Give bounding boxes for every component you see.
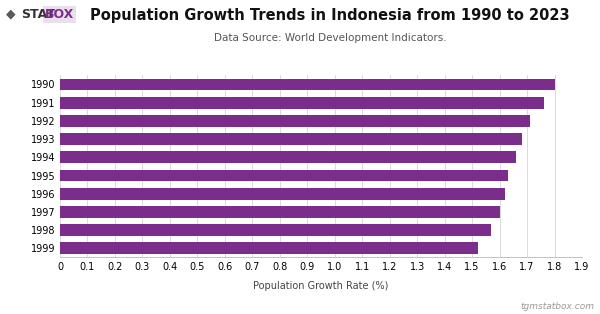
Text: STAT: STAT — [21, 8, 55, 21]
Bar — [60, 97, 544, 109]
Text: BOX: BOX — [45, 8, 74, 21]
Bar — [60, 188, 505, 200]
Bar — [60, 206, 500, 218]
Bar — [60, 170, 508, 181]
Text: Data Source: World Development Indicators.: Data Source: World Development Indicator… — [214, 33, 446, 43]
Text: tgmstatbox.com: tgmstatbox.com — [520, 302, 594, 311]
Bar — [60, 115, 530, 127]
Bar — [60, 133, 521, 145]
Bar — [60, 224, 491, 236]
X-axis label: Population Growth Rate (%): Population Growth Rate (%) — [253, 281, 389, 291]
Bar — [60, 151, 516, 163]
Bar — [60, 78, 554, 90]
Bar — [60, 242, 478, 254]
Text: ◆: ◆ — [6, 8, 16, 21]
Text: Population Growth Trends in Indonesia from 1990 to 2023: Population Growth Trends in Indonesia fr… — [90, 8, 570, 23]
